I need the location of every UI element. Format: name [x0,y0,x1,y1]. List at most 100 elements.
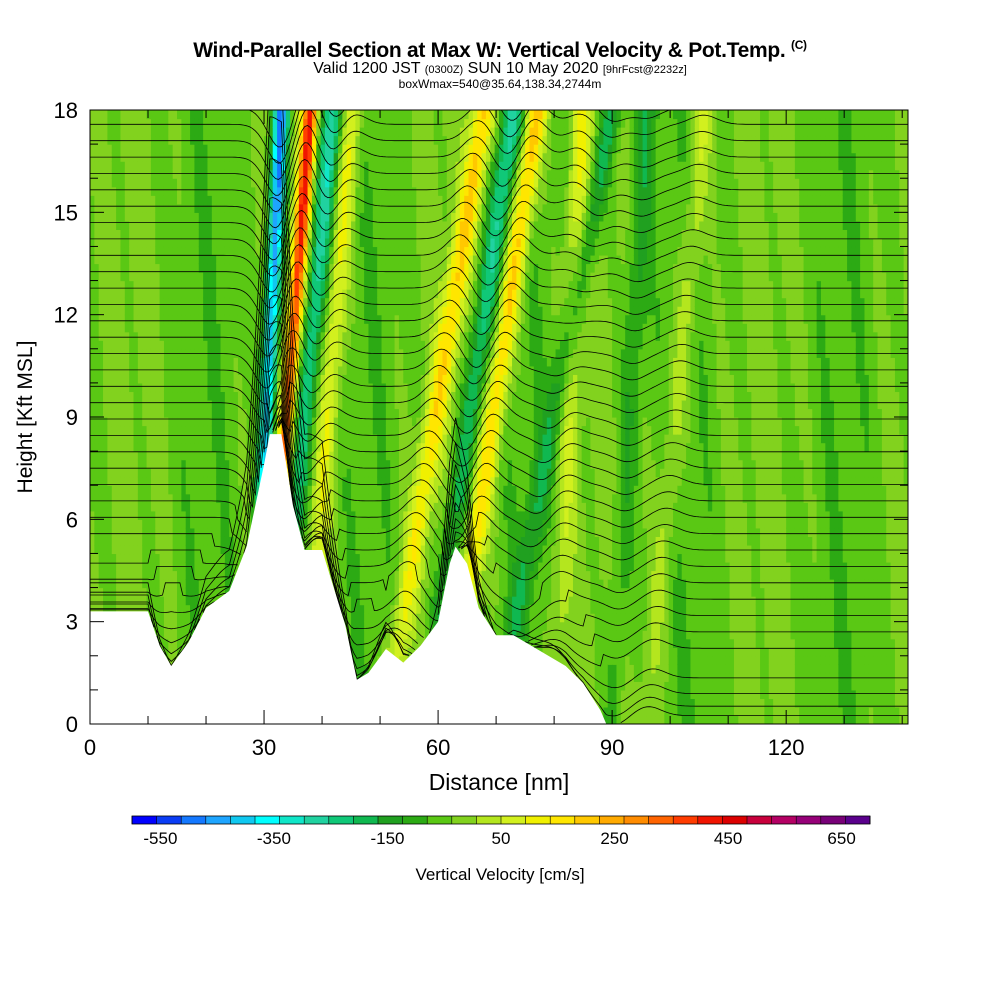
w-cell [264,144,269,154]
w-cell [172,596,178,606]
w-cell [351,596,357,606]
w-cell [320,212,326,222]
w-cell [342,570,348,580]
w-cell [181,613,187,623]
w-cell [368,169,374,179]
w-cell [320,152,326,162]
w-cell [98,579,104,589]
w-cell [277,195,283,205]
w-cell [307,408,313,418]
w-cell [381,178,387,188]
w-cell [146,178,152,188]
w-cell [124,596,130,606]
w-cell [329,417,335,427]
w-cell [242,357,248,367]
w-cell [98,272,104,282]
w-cell [129,579,135,589]
w-cell [111,468,117,478]
w-cell [333,348,339,358]
w-cell [150,195,156,205]
w-cell [307,186,313,196]
w-cell [377,229,383,239]
w-cell [250,169,256,179]
w-cell [385,314,391,324]
w-cell [181,127,187,137]
w-cell [333,425,339,435]
w-cell [303,314,309,324]
w-cell [268,417,274,427]
w-cell [346,459,352,469]
w-cell [211,579,217,589]
w-cell [181,536,187,546]
w-cell [129,212,135,222]
w-cell [342,596,348,606]
w-cell [355,442,361,452]
w-cell [150,118,156,128]
w-cell [168,536,174,546]
w-cell [290,178,296,188]
w-cell [329,272,335,282]
w-cell [146,451,152,461]
w-cell [377,468,383,478]
w-cell [294,203,300,213]
w-cell [198,570,204,580]
w-cell [324,485,330,495]
w-cell [285,118,291,128]
w-cell [346,118,352,128]
w-cell [111,408,117,418]
w-cell [237,434,243,444]
w-cell [298,263,304,273]
w-cell [246,382,252,393]
w-cell [137,323,143,333]
w-cell [120,127,126,137]
w-cell [381,297,387,307]
w-cell [185,613,191,623]
w-cell [116,382,122,393]
w-cell [146,425,152,435]
w-cell [159,280,165,290]
w-cell [355,144,361,154]
w-cell [107,203,113,213]
w-cell [203,340,209,350]
w-cell [177,280,182,290]
w-cell [98,161,104,171]
w-cell [120,118,126,128]
w-cell [359,178,365,188]
w-cell [216,417,222,427]
w-cell [329,527,335,537]
w-cell [385,254,391,265]
w-cell [107,536,113,546]
w-cell [220,186,226,196]
w-cell [294,485,300,495]
w-cell [129,135,135,145]
w-cell [155,323,161,333]
w-cell [368,289,374,299]
w-cell [242,306,248,316]
w-cell [372,237,378,248]
w-cell [385,110,391,120]
w-cell [324,237,330,248]
w-cell [220,391,226,401]
w-cell [377,135,383,145]
w-cell [190,161,196,171]
w-cell [237,442,243,452]
w-cell [150,587,156,597]
w-cell [159,382,165,393]
w-cell [329,229,335,239]
w-cell [168,203,174,213]
w-cell [237,553,243,563]
w-cell [103,493,108,503]
w-cell [216,135,222,145]
w-cell [190,493,196,503]
w-cell [290,186,296,196]
w-cell [129,596,135,606]
w-cell [268,348,274,358]
w-cell [298,246,304,256]
w-cell [224,348,230,358]
w-cell [177,570,182,580]
w-cell [268,118,274,128]
w-cell [177,621,182,631]
w-cell [90,229,95,239]
w-cell [190,195,196,205]
w-cell [224,280,230,290]
